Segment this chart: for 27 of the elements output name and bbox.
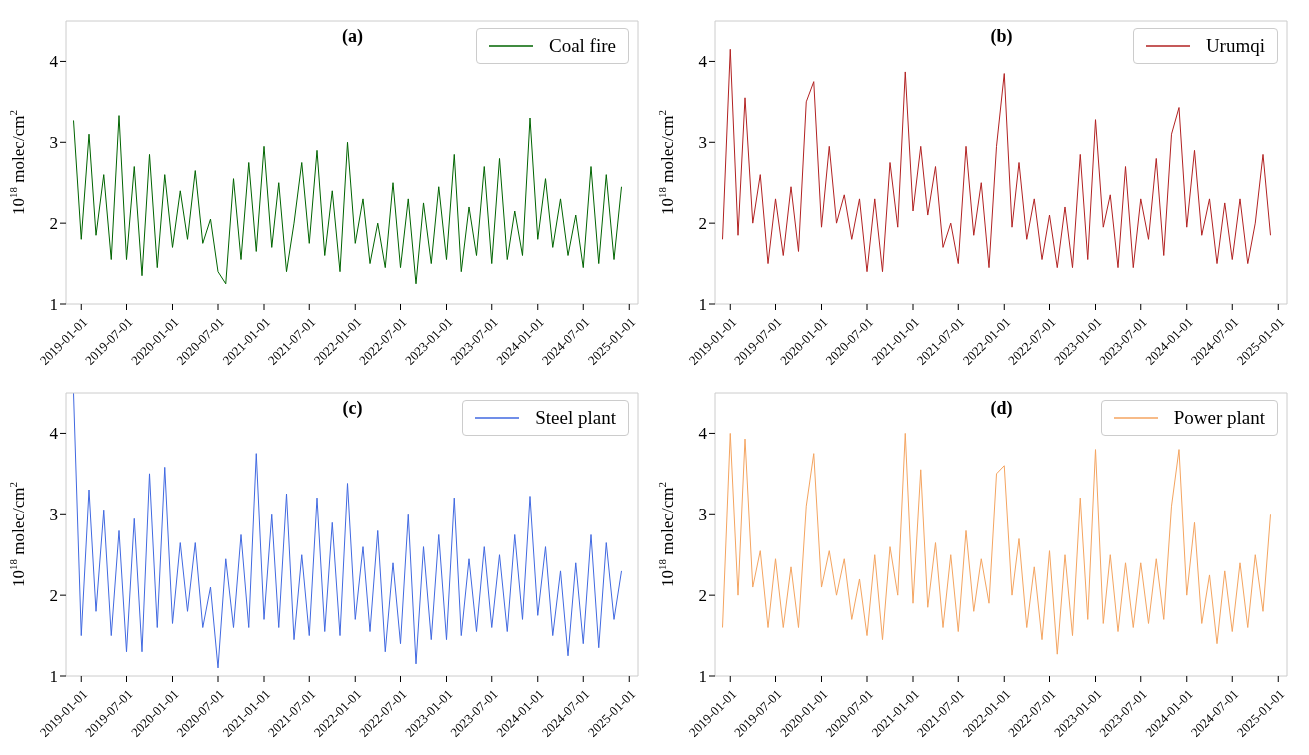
chart-title: (b)	[990, 26, 1013, 46]
legend-label: Coal fire	[548, 35, 616, 57]
y-tick-label: 3	[49, 133, 58, 153]
chart-title: (c)	[342, 398, 363, 418]
y-tick-label: 2	[698, 586, 707, 606]
y-tick-label: 1	[698, 667, 707, 687]
chart-title: (a)	[342, 26, 363, 46]
y-tick-label: 3	[49, 505, 58, 525]
line-series	[73, 115, 622, 285]
y-tick-label: 1	[49, 667, 58, 687]
y-tick-label: 3	[698, 133, 707, 153]
line-series	[722, 432, 1271, 655]
legend-label: Power plant	[1173, 407, 1265, 429]
y-tick-label: 4	[698, 424, 708, 444]
y-tick-label: 4	[49, 424, 59, 444]
y-tick-label: 4	[698, 52, 708, 72]
y-tick-label: 3	[698, 505, 707, 525]
y-tick-label: 2	[49, 586, 58, 606]
y-tick-label: 4	[49, 52, 59, 72]
y-tick-label: 2	[49, 214, 58, 234]
y-tick-label: 2	[698, 214, 707, 234]
legend-label: Urumqi	[1205, 35, 1265, 57]
y-tick-label: 1	[698, 295, 707, 315]
legend-label: Steel plant	[535, 407, 616, 429]
line-series	[73, 393, 622, 669]
y-tick-label: 1	[49, 295, 58, 315]
chart-title: (d)	[990, 398, 1013, 418]
